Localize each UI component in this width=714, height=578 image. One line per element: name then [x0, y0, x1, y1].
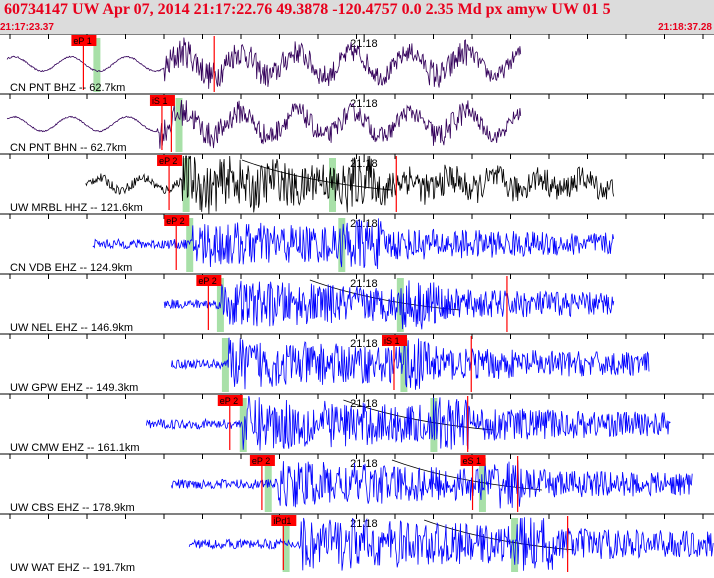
pick-label: eS 1 [463, 456, 482, 466]
station-label: UW GPW EHZ -- 149.3km [10, 382, 138, 394]
trace-row: 21:18 eP 2 UW CMW EHZ -- 161.1km [0, 393, 714, 454]
minute-label: 21:18 [350, 458, 378, 470]
waveform [6, 37, 522, 89]
station-label: UW MRBL HHZ -- 121.6km [10, 202, 143, 214]
station-label: UW CBS EHZ -- 178.9km [10, 502, 135, 514]
station-label: UW NEL EHZ -- 146.9km [10, 322, 133, 334]
pick-box [164, 215, 190, 226]
minute-label: 21:18 [350, 218, 378, 230]
end-time: 21:18:37.28 [658, 22, 712, 33]
minute-label: 21:18 [350, 278, 378, 290]
waveform [146, 395, 671, 451]
station-label: CN VDB EHZ -- 124.9km [10, 262, 132, 274]
phase-window [175, 98, 183, 152]
waveform [92, 218, 614, 270]
pick-label: iS 1 [152, 96, 168, 106]
phase-window [282, 518, 290, 572]
waveform [171, 460, 693, 509]
station-label: CN PNT BHN -- 62.7km [10, 142, 127, 154]
pick-label: iS 1 [384, 336, 400, 346]
station-label: UW CMW EHZ -- 161.1km [10, 442, 140, 454]
phase-window [264, 458, 272, 512]
pick-label: eP 2 [166, 216, 184, 226]
pick-label: eP 1 [73, 36, 91, 46]
minute-label: 21:18 [350, 98, 378, 110]
trace-row: 21:18 eP 2 eS 1 UW CBS EHZ -- 178.9km [0, 453, 714, 514]
header-bar: 60734147 UW Apr 07, 2014 21:17:22.76 49.… [0, 0, 714, 34]
phase-window [239, 398, 247, 452]
trace-row: 21:18 eP 2 CN VDB EHZ -- 124.9km [0, 213, 714, 274]
start-time: 21:17:23.37 [0, 22, 54, 33]
pick-box [149, 95, 175, 106]
event-title: 60734147 UW Apr 07, 2014 21:17:22.76 49.… [4, 1, 611, 18]
waveform [163, 280, 615, 330]
trace-row: 21:18 iS 1 CN PNT BHN -- 62.7km [0, 93, 714, 154]
minute-label: 21:18 [350, 518, 378, 530]
phase-window [93, 38, 101, 92]
waveform [171, 337, 650, 390]
minute-label: 21:18 [350, 338, 378, 350]
pick-box [71, 35, 97, 46]
trace-row: 21:18 iPd1 UW WAT EHZ -- 191.7km [0, 513, 714, 574]
pick-label: eP 2 [220, 396, 238, 406]
trace-row: 21:18 eP 2 UW NEL EHZ -- 146.9km [0, 273, 714, 334]
pick-box [381, 335, 407, 346]
phase-window [338, 218, 346, 272]
station-label: UW WAT EHZ -- 191.7km [10, 562, 135, 574]
trace-row: 21:18 iS 1 UW GPW EHZ -- 149.3km [0, 333, 714, 394]
minute-label: 21:18 [350, 398, 378, 410]
phase-window [511, 518, 519, 572]
pick-label: iPd1 [273, 516, 291, 526]
pick-box [249, 455, 275, 466]
trace-panel[interactable]: 21:18 eP 1 CN PNT BHZ -- 62.7km 21:18 iS 1 CN… [0, 34, 714, 578]
waveform [85, 155, 615, 214]
station-label: CN PNT BHZ -- 62.7km [10, 82, 125, 94]
pick-box [460, 455, 486, 466]
pick-box [271, 515, 297, 526]
pick-label: eP 2 [252, 456, 270, 466]
waveform [6, 99, 522, 149]
pick-box [157, 155, 183, 166]
pick-label: eP 2 [198, 276, 216, 286]
pick-box [196, 275, 222, 286]
pick-box [217, 395, 243, 406]
phase-window [182, 158, 190, 212]
waveform [188, 517, 714, 571]
pick-label: eP 2 [159, 156, 177, 166]
phase-window [400, 338, 408, 392]
